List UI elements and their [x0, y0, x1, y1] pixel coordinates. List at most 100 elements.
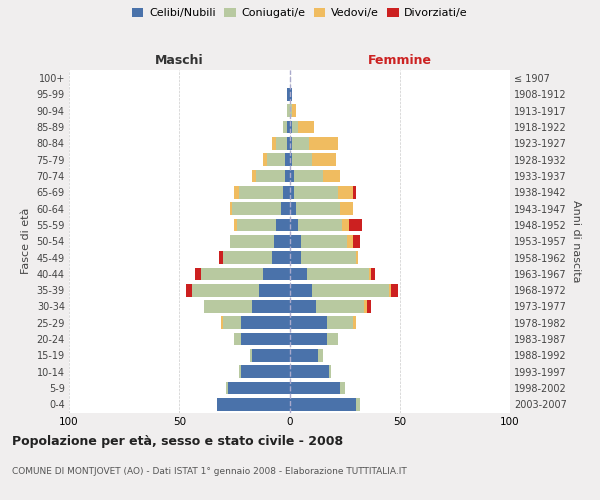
Bar	[290, 251, 301, 264]
Bar	[186, 284, 193, 296]
Bar	[290, 154, 292, 166]
Bar	[290, 332, 327, 345]
Text: Femmine: Femmine	[368, 54, 432, 68]
Bar	[230, 202, 232, 215]
Bar	[274, 235, 290, 248]
Bar	[290, 170, 294, 182]
Bar	[250, 349, 252, 362]
Bar	[194, 268, 202, 280]
Bar	[290, 137, 292, 150]
Bar	[343, 218, 349, 232]
Bar	[290, 218, 298, 232]
Bar	[329, 366, 331, 378]
Bar	[268, 154, 285, 166]
Bar	[236, 218, 276, 232]
Bar	[290, 88, 292, 101]
Bar	[290, 202, 296, 215]
Bar	[327, 316, 353, 329]
Bar	[263, 268, 290, 280]
Bar	[290, 398, 356, 410]
Bar	[252, 170, 256, 182]
Bar	[223, 316, 241, 329]
Bar	[292, 120, 298, 134]
Bar	[287, 120, 290, 134]
Bar	[340, 202, 353, 215]
Bar	[235, 332, 241, 345]
Bar	[347, 235, 353, 248]
Bar	[283, 120, 287, 134]
Bar	[239, 186, 283, 198]
Bar	[203, 300, 252, 313]
Bar	[252, 349, 290, 362]
Bar	[296, 202, 340, 215]
Bar	[241, 332, 290, 345]
Y-axis label: Anni di nascita: Anni di nascita	[571, 200, 581, 282]
Bar	[290, 104, 292, 117]
Bar	[294, 186, 338, 198]
Bar	[323, 170, 340, 182]
Bar	[272, 137, 276, 150]
Bar	[290, 235, 301, 248]
Bar	[235, 218, 236, 232]
Bar	[353, 186, 356, 198]
Bar	[338, 186, 353, 198]
Bar	[287, 104, 290, 117]
Bar	[292, 137, 310, 150]
Bar	[356, 251, 358, 264]
Bar	[287, 88, 290, 101]
Bar	[290, 120, 292, 134]
Bar	[235, 186, 239, 198]
Bar	[241, 316, 290, 329]
Bar	[307, 268, 369, 280]
Bar	[256, 170, 285, 182]
Bar	[290, 349, 318, 362]
Bar	[327, 332, 338, 345]
Bar	[290, 268, 307, 280]
Bar	[292, 104, 296, 117]
Bar	[340, 382, 344, 394]
Bar	[369, 268, 371, 280]
Bar	[201, 268, 263, 280]
Bar	[371, 268, 376, 280]
Bar	[301, 235, 347, 248]
Bar	[241, 366, 290, 378]
Bar	[364, 300, 367, 313]
Bar	[311, 284, 389, 296]
Bar	[285, 170, 290, 182]
Bar	[318, 349, 323, 362]
Bar	[391, 284, 398, 296]
Bar	[223, 251, 272, 264]
Bar	[311, 154, 336, 166]
Y-axis label: Fasce di età: Fasce di età	[21, 208, 31, 274]
Bar	[389, 284, 391, 296]
Bar	[259, 284, 290, 296]
Bar	[193, 284, 259, 296]
Bar	[290, 284, 311, 296]
Bar	[294, 170, 323, 182]
Bar	[290, 300, 316, 313]
Bar	[301, 251, 356, 264]
Bar	[290, 382, 340, 394]
Bar	[298, 218, 343, 232]
Legend: Celibi/Nubili, Coniugati/e, Vedovi/e, Divorziati/e: Celibi/Nubili, Coniugati/e, Vedovi/e, Di…	[130, 6, 470, 20]
Bar	[349, 218, 362, 232]
Bar	[285, 154, 290, 166]
Bar	[281, 202, 290, 215]
Bar	[353, 316, 356, 329]
Bar	[283, 186, 290, 198]
Bar	[276, 218, 290, 232]
Bar	[219, 251, 223, 264]
Bar	[272, 251, 290, 264]
Bar	[239, 366, 241, 378]
Bar	[310, 137, 338, 150]
Bar	[276, 137, 287, 150]
Bar	[221, 316, 223, 329]
Bar	[217, 398, 290, 410]
Bar	[356, 398, 360, 410]
Text: Popolazione per età, sesso e stato civile - 2008: Popolazione per età, sesso e stato civil…	[12, 435, 343, 448]
Bar	[290, 316, 327, 329]
Bar	[292, 154, 311, 166]
Bar	[230, 235, 274, 248]
Text: Maschi: Maschi	[155, 54, 203, 68]
Bar	[228, 382, 290, 394]
